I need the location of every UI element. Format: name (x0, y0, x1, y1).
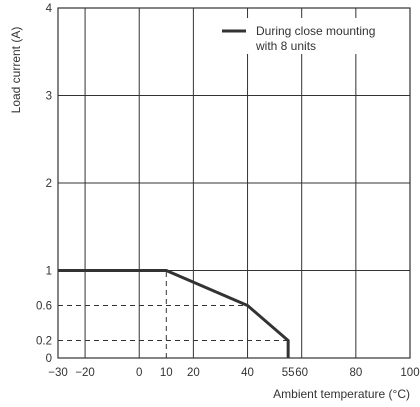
series-line (58, 269, 290, 358)
x-tick-label: 10 (160, 367, 173, 379)
y-tick-label: 0 (46, 353, 52, 365)
plot-frame (57, 7, 411, 359)
y-tick-label: 3 (46, 91, 52, 103)
y-tick-label: 0.2 (36, 336, 52, 348)
y-tick-label: 0.6 (36, 301, 52, 313)
x-tick-label: 80 (349, 367, 362, 379)
x-tick-label: 0 (136, 367, 142, 379)
y-axis-title: Load current (A) (9, 27, 23, 114)
legend-background (214, 18, 408, 54)
gridlines (58, 8, 410, 358)
x-tick-label: 55 (282, 367, 295, 379)
x-tick-labels: −30 −20 0 10 20 40 55 60 80 100 (48, 367, 419, 379)
legend: During close mounting with 8 units (214, 18, 408, 54)
x-tick-label: 100 (400, 367, 419, 379)
series-group (58, 269, 290, 358)
y-tick-labels: 0 0.2 0.6 1 2 3 4 (36, 3, 53, 365)
y-tick-label: 1 (46, 266, 52, 278)
x-tick-label: 40 (241, 367, 254, 379)
x-tick-label: 60 (295, 367, 308, 379)
legend-label-line-1: During close mounting (256, 24, 375, 38)
x-tick-label: −20 (75, 367, 95, 379)
legend-label-line-2: with 8 units (255, 39, 316, 53)
x-tick-label: −30 (48, 367, 68, 379)
y-tick-label: 4 (46, 3, 53, 15)
x-axis-title: Ambient temperature (°C) (273, 387, 410, 401)
reference-lines (58, 270, 289, 358)
x-tick-label: 20 (187, 367, 200, 379)
y-tick-label: 2 (46, 178, 52, 190)
